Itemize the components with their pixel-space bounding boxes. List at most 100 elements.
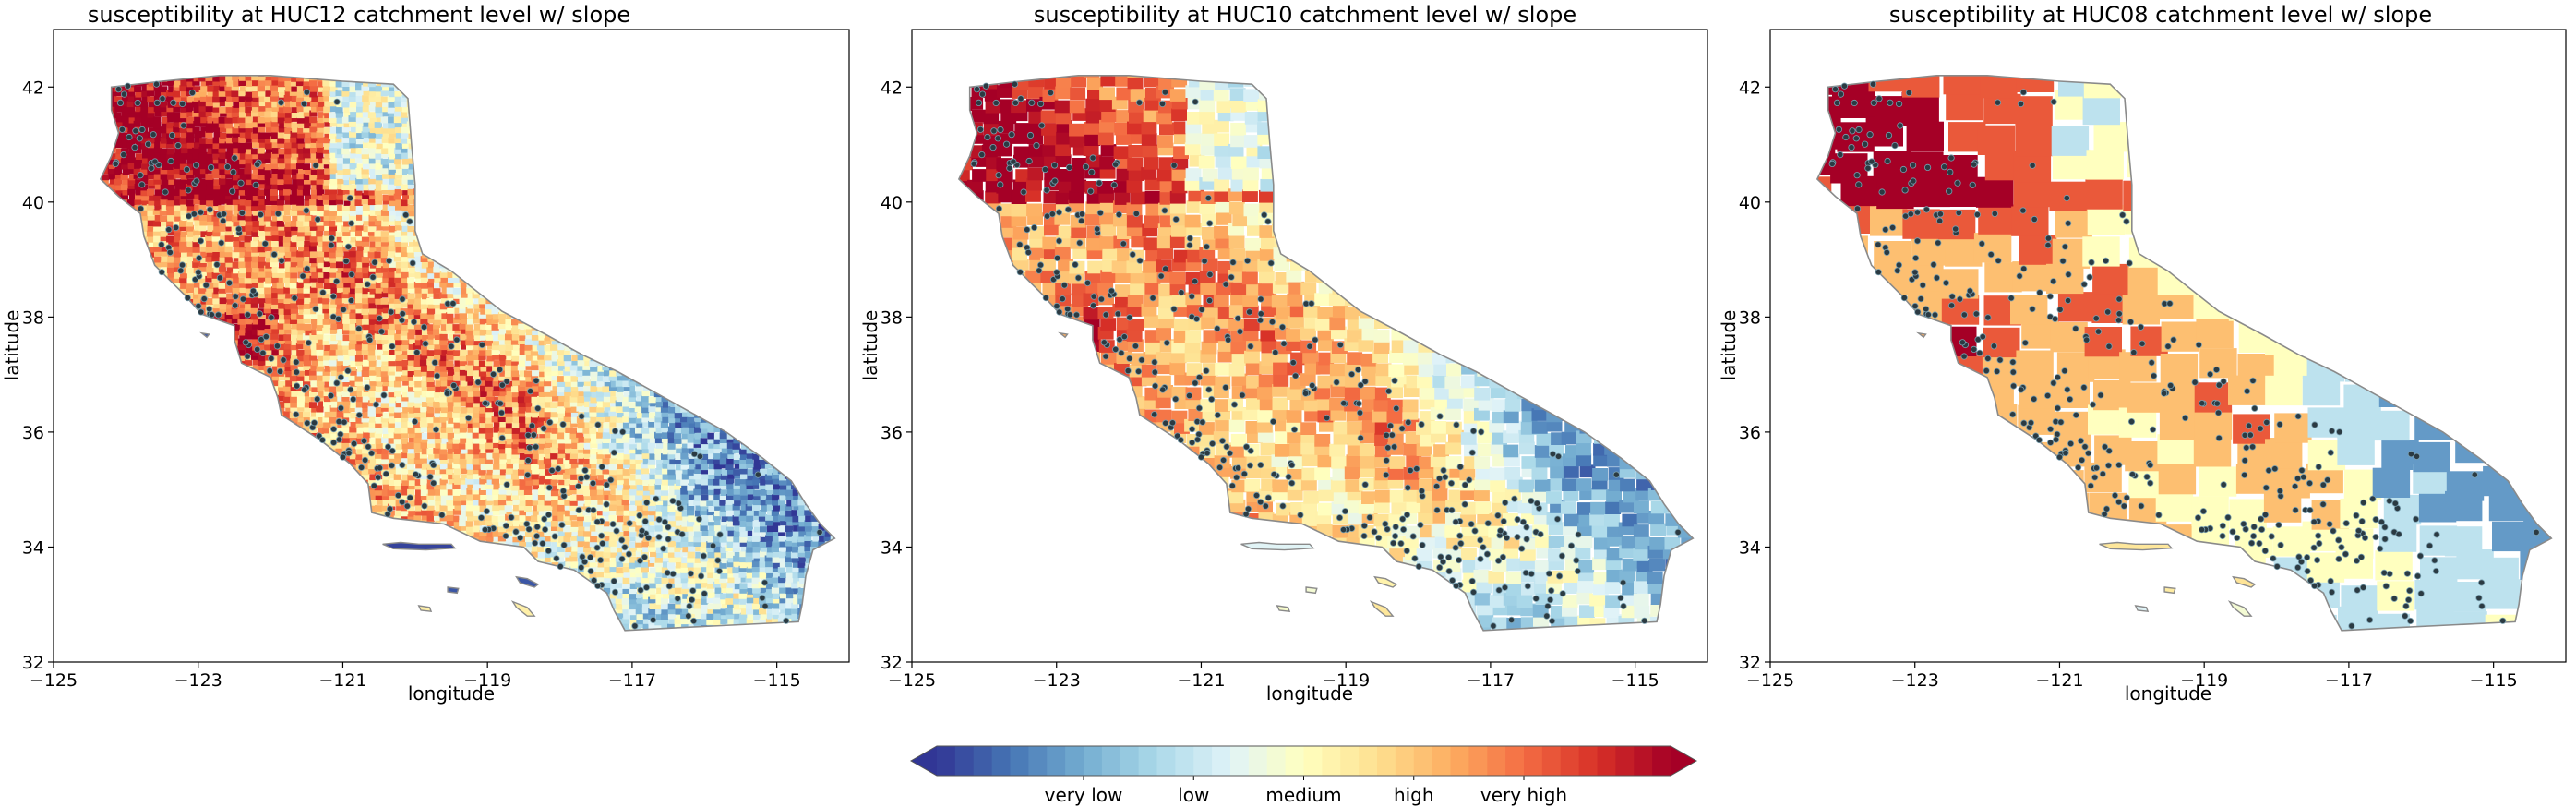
susceptibility-cell xyxy=(89,349,96,355)
susceptibility-cell xyxy=(283,396,292,404)
susceptibility-cell xyxy=(127,188,136,196)
susceptibility-cell xyxy=(238,462,247,469)
susceptibility-cell xyxy=(213,421,222,428)
susceptibility-cell xyxy=(335,297,343,305)
susceptibility-cell xyxy=(127,457,136,464)
susceptibility-cell xyxy=(122,385,130,391)
susceptibility-cell xyxy=(239,142,247,150)
susceptibility-cell xyxy=(279,402,287,408)
susceptibility-cell xyxy=(237,375,246,382)
susceptibility-cell xyxy=(128,297,137,305)
susceptibility-cell xyxy=(336,550,344,558)
susceptibility-cell xyxy=(303,147,311,154)
susceptibility-cell xyxy=(115,340,124,346)
susceptibility-cell xyxy=(174,395,183,403)
susceptibility-cell xyxy=(226,318,234,324)
susceptibility-cell xyxy=(186,126,195,133)
susceptibility-cell xyxy=(146,75,154,78)
susceptibility-cell xyxy=(284,519,293,526)
susceptibility-cell xyxy=(323,520,331,527)
susceptibility-cell xyxy=(368,560,377,568)
susceptibility-cell xyxy=(193,69,200,76)
susceptibility-cell xyxy=(139,561,149,569)
susceptibility-cell xyxy=(296,510,305,517)
susceptibility-cell xyxy=(285,458,294,465)
susceptibility-cell xyxy=(342,597,351,605)
susceptibility-cell xyxy=(186,514,194,522)
susceptibility-cell xyxy=(362,66,369,72)
susceptibility-cell xyxy=(324,602,332,609)
susceptibility-cell xyxy=(194,322,202,330)
susceptibility-cell xyxy=(149,101,157,108)
susceptibility-cell xyxy=(232,370,240,378)
susceptibility-cell xyxy=(102,209,110,216)
susceptibility-cell xyxy=(271,276,280,283)
susceptibility-cell xyxy=(100,220,102,227)
susceptibility-cell xyxy=(271,354,280,360)
susceptibility-cell xyxy=(361,612,369,620)
susceptibility-cell xyxy=(367,344,376,352)
susceptibility-cell xyxy=(270,583,279,589)
susceptibility-cell xyxy=(114,473,122,480)
susceptibility-cell xyxy=(186,473,195,480)
susceptibility-cell xyxy=(180,577,188,584)
susceptibility-cell xyxy=(277,619,286,625)
susceptibility-cell xyxy=(140,174,149,181)
susceptibility-cell xyxy=(114,126,123,133)
susceptibility-cell xyxy=(238,126,246,133)
susceptibility-cell xyxy=(245,359,253,366)
susceptibility-cell xyxy=(166,318,174,324)
susceptibility-cell xyxy=(205,167,213,174)
susceptibility-cell xyxy=(186,463,195,470)
susceptibility-cell xyxy=(127,235,136,243)
susceptibility-cell xyxy=(173,432,181,440)
susceptibility-cell xyxy=(120,421,128,428)
susceptibility-cell xyxy=(232,251,240,259)
susceptibility-cell xyxy=(251,463,260,469)
susceptibility-cell xyxy=(251,231,259,237)
susceptibility-cell xyxy=(213,225,222,233)
susceptibility-cell xyxy=(303,603,311,609)
susceptibility-cell xyxy=(238,488,247,495)
susceptibility-cell xyxy=(233,210,241,217)
susceptibility-cell xyxy=(128,75,137,76)
susceptibility-cell xyxy=(173,613,182,620)
susceptibility-cell xyxy=(296,250,305,258)
susceptibility-cell xyxy=(251,85,260,91)
susceptibility-cell xyxy=(207,567,215,573)
susceptibility-cell xyxy=(335,106,343,114)
susceptibility-cell xyxy=(244,582,253,589)
susceptibility-cell xyxy=(199,141,208,149)
susceptibility-cell xyxy=(148,173,156,179)
susceptibility-cell xyxy=(297,474,306,481)
susceptibility-cell xyxy=(251,177,259,185)
susceptibility-cell xyxy=(211,469,220,476)
susceptibility-cell xyxy=(341,184,350,190)
susceptibility-cell xyxy=(174,473,182,479)
susceptibility-cell xyxy=(147,343,155,351)
susceptibility-cell xyxy=(199,219,208,226)
susceptibility-cell xyxy=(148,536,156,543)
susceptibility-cell xyxy=(187,333,196,340)
susceptibility-cell xyxy=(161,287,169,294)
susceptibility-cell xyxy=(296,550,305,558)
susceptibility-cell xyxy=(231,317,240,324)
susceptibility-cell xyxy=(362,602,370,609)
susceptibility-cell xyxy=(226,464,234,470)
susceptibility-cell xyxy=(277,394,285,402)
susceptibility-cell xyxy=(100,483,104,490)
susceptibility-cell xyxy=(121,448,130,455)
susceptibility-cell xyxy=(109,90,117,97)
susceptibility-cell xyxy=(206,349,214,356)
susceptibility-cell xyxy=(90,604,97,610)
susceptibility-cell xyxy=(135,276,143,283)
susceptibility-cell xyxy=(100,426,103,433)
susceptibility-cell xyxy=(362,550,371,558)
susceptibility-cell xyxy=(174,499,183,505)
susceptibility-cell xyxy=(316,494,324,501)
susceptibility-cell xyxy=(225,420,234,428)
susceptibility-cell xyxy=(187,178,196,186)
susceptibility-cell xyxy=(100,370,102,377)
susceptibility-cell xyxy=(220,183,228,190)
susceptibility-cell xyxy=(198,379,208,386)
